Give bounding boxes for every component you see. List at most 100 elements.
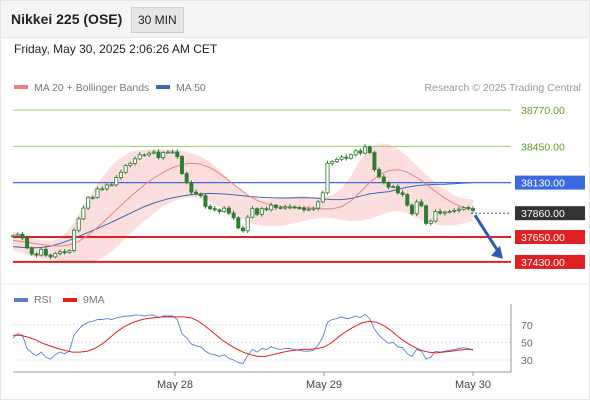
x-tick-label: May 30 bbox=[455, 379, 491, 391]
candle-body bbox=[95, 188, 100, 198]
candle-body bbox=[194, 191, 199, 195]
candle-body bbox=[226, 207, 231, 214]
candle-body bbox=[147, 152, 152, 156]
instrument-title: Nikkei 225 (OSE) bbox=[11, 11, 123, 27]
rsi-legend-swatch bbox=[14, 298, 28, 302]
rsi-legend-label: RSI bbox=[34, 294, 52, 306]
candle-body bbox=[470, 208, 475, 211]
candle-body bbox=[367, 146, 372, 153]
candle-body bbox=[269, 204, 274, 211]
candle-body bbox=[189, 182, 194, 193]
ma20-line bbox=[12, 162, 474, 247]
ma50-legend-label: MA 50 bbox=[176, 82, 206, 94]
arrow-head bbox=[491, 245, 503, 259]
candle-body bbox=[255, 208, 260, 215]
timestamp: Friday, May 30, 2025 2:06:26 AM CET bbox=[14, 42, 218, 56]
candle-body bbox=[109, 184, 114, 187]
interval-button[interactable]: 30 MIN bbox=[131, 7, 184, 33]
candle-body bbox=[297, 207, 302, 209]
candle-body bbox=[184, 173, 189, 184]
candle-body bbox=[339, 156, 344, 160]
x-tick-label: May 29 bbox=[306, 379, 342, 391]
arrow-shaft bbox=[473, 214, 501, 254]
candle-body bbox=[48, 254, 53, 258]
candle-body bbox=[414, 201, 419, 215]
candle-body bbox=[259, 208, 264, 215]
candle-body bbox=[381, 176, 386, 184]
price-level-labels: 38770.00 38450.00 38130.00 37860.00 37650.00… bbox=[515, 103, 585, 269]
ma9-legend-label: 9MA bbox=[83, 294, 105, 306]
candle-body bbox=[34, 253, 39, 256]
candle-body bbox=[76, 218, 81, 231]
candle-body bbox=[57, 251, 62, 254]
candle-body bbox=[250, 208, 255, 218]
candle-body bbox=[320, 192, 325, 203]
candle-body bbox=[278, 207, 283, 209]
candle-body bbox=[306, 208, 311, 211]
candle-body bbox=[456, 208, 461, 211]
level-label-box bbox=[515, 175, 585, 190]
candle-body bbox=[217, 209, 222, 212]
candle-body bbox=[53, 253, 58, 258]
candle-body bbox=[438, 211, 443, 214]
candle-body bbox=[165, 151, 170, 154]
candle-body bbox=[10, 235, 15, 238]
rsi-tick-label: 70 bbox=[521, 320, 533, 332]
x-axis-ticks: May 28 May 29 May 30 bbox=[157, 372, 491, 391]
candle-body bbox=[442, 211, 447, 214]
candle-body bbox=[419, 201, 424, 207]
candle-body bbox=[39, 249, 44, 256]
candle-body bbox=[29, 247, 34, 255]
candle-body bbox=[128, 162, 133, 166]
candle-body bbox=[104, 184, 109, 190]
candle-body bbox=[240, 227, 245, 232]
level-label-pivot: 38130.00 bbox=[521, 178, 565, 190]
candle-body bbox=[170, 151, 175, 154]
candle-body bbox=[433, 211, 438, 222]
rsi-tick-label: 30 bbox=[521, 355, 533, 367]
candle-body bbox=[151, 151, 156, 154]
candle-body bbox=[236, 217, 241, 229]
candle-body bbox=[156, 151, 161, 159]
level-label-box bbox=[515, 254, 585, 269]
level-label-target: 38770.00 bbox=[521, 105, 565, 117]
level-label-support: 37430.00 bbox=[521, 257, 565, 269]
ma9-legend-swatch bbox=[63, 298, 77, 302]
bollinger-band-area bbox=[13, 143, 473, 264]
candle-body bbox=[334, 158, 339, 163]
candle-body bbox=[133, 158, 138, 164]
candle-body bbox=[452, 209, 457, 212]
candle-body bbox=[377, 169, 382, 178]
price-levels bbox=[13, 109, 511, 263]
ma9-line bbox=[13, 316, 473, 357]
level-label-target: 38450.00 bbox=[521, 141, 565, 153]
candle-body bbox=[20, 233, 25, 239]
candle-body bbox=[372, 152, 377, 170]
candle-body bbox=[344, 156, 349, 159]
candle-body bbox=[137, 154, 142, 160]
candle-body bbox=[348, 154, 353, 159]
forecast-arrow bbox=[473, 214, 503, 259]
candle-body bbox=[222, 207, 227, 212]
candle-body bbox=[391, 186, 396, 188]
candle-body bbox=[118, 171, 123, 178]
candle-body bbox=[90, 196, 95, 199]
candle-body bbox=[114, 177, 119, 186]
candle-body bbox=[292, 206, 297, 209]
rsi-panel: 70 50 30 bbox=[12, 313, 533, 367]
candle-body bbox=[325, 162, 330, 194]
candle-body bbox=[283, 206, 288, 209]
candle-body bbox=[358, 150, 363, 154]
candle-body bbox=[316, 201, 321, 209]
candle-body bbox=[231, 212, 236, 219]
candle-body bbox=[245, 216, 250, 232]
ma50-legend-swatch bbox=[156, 85, 170, 89]
candle-body bbox=[208, 205, 213, 210]
candle-body bbox=[363, 146, 368, 154]
candle-body bbox=[43, 249, 48, 256]
candle-body bbox=[353, 150, 358, 156]
rsi-tick-label: 50 bbox=[521, 337, 533, 349]
candle-body bbox=[179, 156, 184, 174]
